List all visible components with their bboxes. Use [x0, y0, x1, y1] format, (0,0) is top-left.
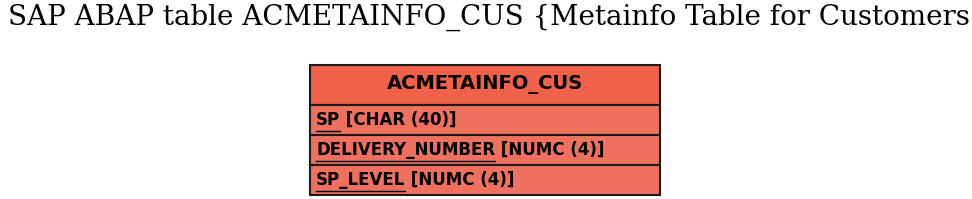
Text: ACMETAINFO_CUS: ACMETAINFO_CUS — [387, 75, 583, 95]
Bar — [310, 105, 660, 135]
Text: DELIVERY_NUMBER: DELIVERY_NUMBER — [316, 141, 495, 159]
Text: [NUMC (4)]: [NUMC (4)] — [495, 141, 605, 159]
Bar — [310, 165, 660, 195]
Text: [NUMC (4)]: [NUMC (4)] — [405, 171, 515, 189]
Text: SAP ABAP table ACMETAINFO_CUS {Metainfo Table for Customers}: SAP ABAP table ACMETAINFO_CUS {Metainfo … — [8, 4, 972, 31]
Bar — [310, 65, 660, 105]
Bar — [310, 135, 660, 165]
Text: [CHAR (40)]: [CHAR (40)] — [340, 111, 457, 129]
Text: SP_LEVEL: SP_LEVEL — [316, 171, 405, 189]
Text: SP: SP — [316, 111, 340, 129]
